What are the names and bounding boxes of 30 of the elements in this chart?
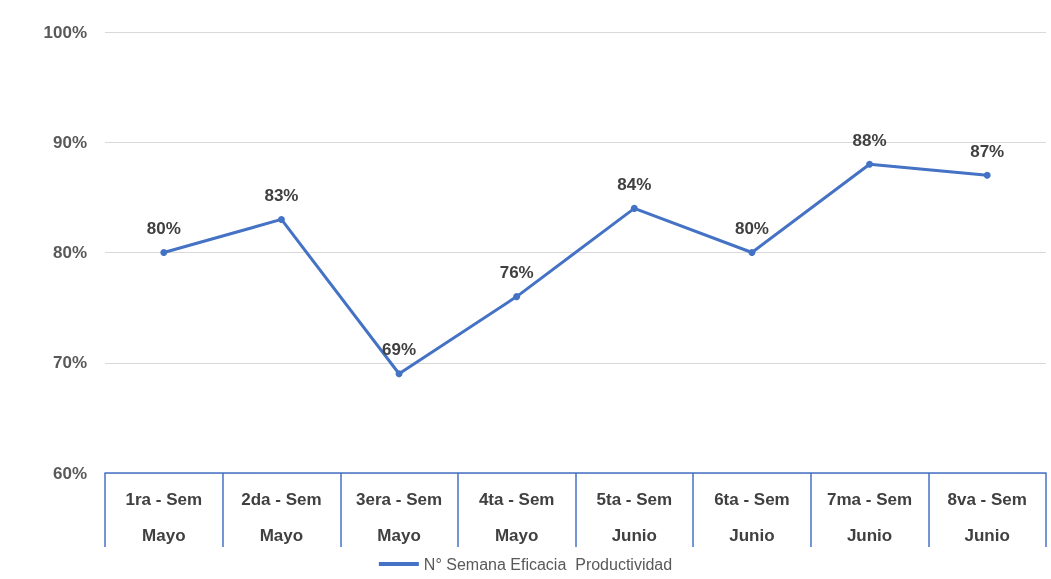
x-tick-label: 4ta - Sem Mayo xyxy=(478,489,555,545)
x-tick-label: 2da - Sem Mayo xyxy=(241,489,322,545)
point xyxy=(630,204,638,212)
point xyxy=(983,171,991,179)
y-tick-label: 100% xyxy=(43,22,87,42)
data-label: 69% xyxy=(382,340,417,360)
data-label: 87% xyxy=(970,141,1005,161)
y-tick-label: 60% xyxy=(52,463,87,483)
x-tick-label: 5ta - Sem Junio xyxy=(596,489,673,545)
data-label: 76% xyxy=(499,263,534,283)
y-tick-label: 70% xyxy=(52,353,87,373)
x-tick-label: 8va - Sem Junio xyxy=(947,489,1027,545)
data-label: 80% xyxy=(734,219,769,238)
legend-label: N° Semana Eficacia Productividad xyxy=(423,555,673,573)
point xyxy=(866,160,874,168)
data-label: 83% xyxy=(264,185,299,205)
point xyxy=(395,370,403,378)
data-label: 80% xyxy=(146,219,181,238)
point xyxy=(513,293,521,301)
point xyxy=(748,249,756,256)
y-tick-label: 90% xyxy=(52,132,87,152)
x-tick-label: 3era - Sem Mayo xyxy=(356,489,443,545)
point xyxy=(277,215,285,223)
data-label: 88% xyxy=(852,130,887,150)
x-tick-label: 6ta - Sem Junio xyxy=(714,489,790,545)
data-label: 84% xyxy=(617,174,652,194)
point xyxy=(160,249,168,256)
y-tick-label: 80% xyxy=(52,243,87,262)
x-tick-label: 7ma - Sem Junio xyxy=(827,489,913,545)
x-tick-label: 1ra - Sem Mayo xyxy=(125,489,203,545)
